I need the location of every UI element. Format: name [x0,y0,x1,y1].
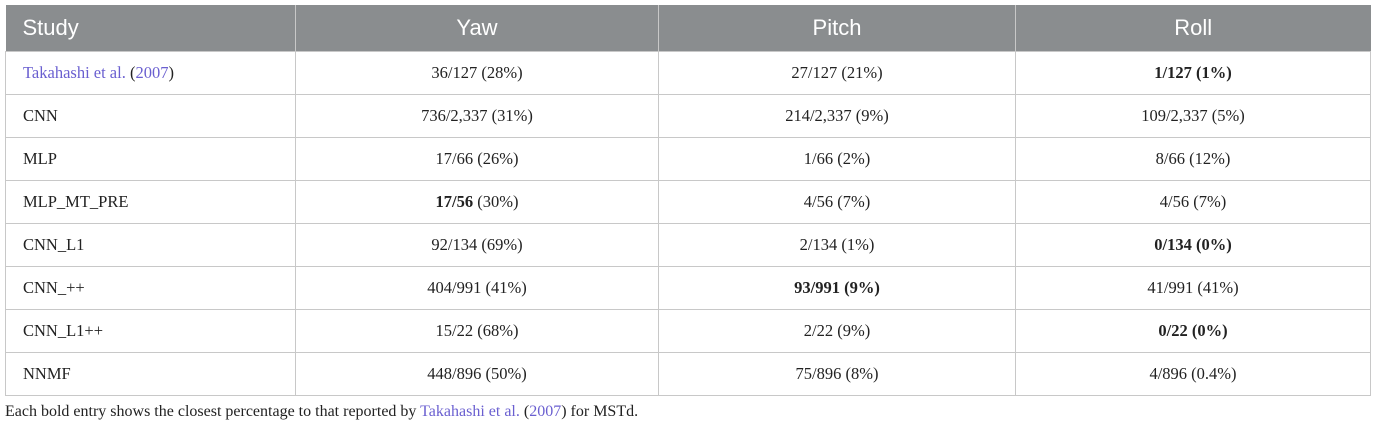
table-cell: 736/2,337 (31%) [295,94,659,138]
text: ) for MSTd. [561,403,639,420]
table-cell: CNN_L1 [5,223,296,267]
table-cell: 0/134 (0%) [1015,223,1371,267]
table-row: MLP_MT_PRE 17/56 (30%) 4/56 (7%) 4/56 (7%) [5,180,1371,224]
table-cell: 41/991 (41%) [1015,266,1371,310]
bold-text: 17/56 [435,192,474,211]
table-cell: 92/134 (69%) [295,223,659,267]
text: NNMF [23,364,71,383]
text: MLP [23,149,57,168]
table-cell: 1/66 (2%) [658,137,1016,181]
citation-link[interactable]: 2007 [135,63,169,82]
table-cell: MLP [5,137,296,181]
text: 1/66 (2%) [803,149,871,168]
table-cell: 1/127 (1%) [1015,51,1371,95]
citation-link[interactable]: 2007 [529,403,562,420]
text: CNN_L1 [23,235,85,254]
text: ( [125,63,136,82]
text: 736/2,337 (31%) [421,106,533,125]
text: 4/896 (0.4%) [1149,364,1237,383]
table-cell: 8/66 (12%) [1015,137,1371,181]
text: 15/22 (68%) [435,321,519,340]
text: 2/134 (1%) [799,235,875,254]
table-cell: 4/56 (7%) [658,180,1016,224]
table-row: CNN_++ 404/991 (41%) 93/991 (9%) 41/991 (41… [5,266,1371,310]
text: 109/2,337 (5%) [1141,106,1245,125]
table-cell: 448/896 (50%) [295,352,659,396]
table-cell: MLP_MT_PRE [5,180,296,224]
table-cell: 2/134 (1%) [658,223,1016,267]
table-cell: 0/22 (0%) [1015,309,1371,353]
table-cell: 2/22 (9%) [658,309,1016,353]
table-cell: 109/2,337 (5%) [1015,94,1371,138]
table-cell: 27/127 (21%) [658,51,1016,95]
text: Each bold entry shows the closest percen… [5,403,421,420]
table-row: CNN 736/2,337 (31%) 214/2,337 (9%) 109/2,33… [5,94,1371,138]
column-header: Pitch [658,5,1016,52]
text: CNN_++ [23,278,85,297]
text: 41/991 (41%) [1147,278,1239,297]
text: 448/896 (50%) [427,364,527,383]
table-cell: NNMF [5,352,296,396]
table-row: NNMF 448/896 (50%) 75/896 (8%) 4/896 (0.4%) [5,352,1371,396]
text: (30%) [473,192,519,211]
text: CNN_L1++ [23,321,104,340]
table-cell: 15/22 (68%) [295,309,659,353]
text: ( [519,403,530,420]
text: 27/127 (21%) [791,63,883,82]
table-body: Takahashi et al. (2007) 36/127 (28%) 27/12… [5,51,1371,396]
text: 75/896 (8%) [795,364,879,383]
citation-link[interactable]: Takahashi et al. [23,63,126,82]
caption: Each bold entry shows the closest percen… [5,403,638,421]
text: 92/134 (69%) [431,235,523,254]
table-cell: 93/991 (9%) [658,266,1016,310]
bold-text: 1/127 (1%) [1154,63,1232,82]
table-cell: 214/2,337 (9%) [658,94,1016,138]
column-header: Roll [1015,5,1371,52]
text: 4/56 (7%) [803,192,871,211]
table-cell: CNN [5,94,296,138]
text: 2/22 (9%) [803,321,871,340]
table-cell: 75/896 (8%) [658,352,1016,396]
citation-link[interactable]: Takahashi et al. [420,403,520,420]
table-cell: 17/66 (26%) [295,137,659,181]
text: 214/2,337 (9%) [785,106,889,125]
text: 17/66 (26%) [435,149,519,168]
table-cell: 17/56 (30%) [295,180,659,224]
text: 404/991 (41%) [427,278,527,297]
table-row: Takahashi et al. (2007) 36/127 (28%) 27/12… [5,51,1371,95]
text: MLP_MT_PRE [23,192,129,211]
table-cell: 4/896 (0.4%) [1015,352,1371,396]
text: 4/56 (7%) [1159,192,1227,211]
table-row: CNN_L1++ 15/22 (68%) 2/22 (9%) 0/22 (0%) [5,309,1371,353]
column-header: Yaw [295,5,659,52]
table-cell: 404/991 (41%) [295,266,659,310]
results-table: Study Yaw Pitch Roll Takahashi et al. (2007… [5,5,1371,396]
table-cell: CNN_L1++ [5,309,296,353]
bold-text: 0/22 (0%) [1158,321,1228,340]
table-row: CNN_L1 92/134 (69%) 2/134 (1%) 0/134 (0%) [5,223,1371,267]
header-row: Study Yaw Pitch Roll [5,5,1371,52]
text: CNN [23,106,58,125]
text: 36/127 (28%) [431,63,523,82]
table-row: MLP 17/66 (26%) 1/66 (2%) 8/66 (12%) [5,137,1371,181]
table-cell: CNN_++ [5,266,296,310]
bold-text: 0/134 (0%) [1154,235,1232,254]
table-cell: 4/56 (7%) [1015,180,1371,224]
text: 8/66 (12%) [1155,149,1231,168]
column-header: Study [5,5,296,52]
bold-text: 93/991 (9%) [794,278,880,297]
text: ) [168,63,174,82]
table-cell: 36/127 (28%) [295,51,659,95]
table-cell: Takahashi et al. (2007) [5,51,296,95]
